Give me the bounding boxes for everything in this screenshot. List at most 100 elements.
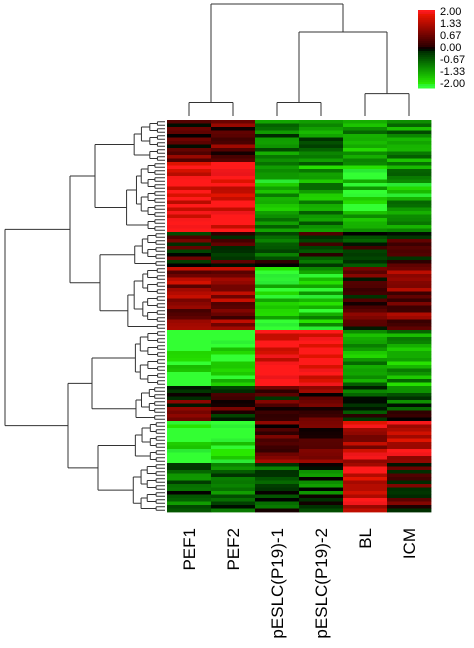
heatmap-cell <box>211 400 256 404</box>
heatmap-cell <box>255 326 300 331</box>
heatmap-cell <box>211 393 256 397</box>
heatmap-cell <box>299 235 344 240</box>
heatmap-cell <box>343 274 388 278</box>
heatmap-cell <box>211 263 256 268</box>
legend-swatch <box>418 47 435 50</box>
heatmap-cell <box>211 256 256 261</box>
heatmap-cell <box>255 330 300 334</box>
legend-swatch <box>418 23 435 27</box>
heatmap-cell <box>299 281 344 285</box>
heatmap-cell <box>255 480 300 485</box>
legend-tick-label: 1.33 <box>440 18 461 30</box>
heatmap-cell <box>343 134 388 138</box>
heatmap-cell <box>299 379 344 383</box>
heatmap-cell <box>343 365 388 369</box>
heatmap-cell <box>387 473 432 478</box>
heatmap-cell <box>343 459 388 464</box>
heatmap-cell <box>211 389 256 394</box>
heatmap-cell <box>255 316 300 320</box>
heatmap-cell <box>167 417 212 422</box>
heatmap-cell <box>167 410 212 415</box>
heatmap-cell <box>255 148 300 152</box>
heatmap-cell <box>167 263 212 268</box>
heatmap-cell <box>299 393 344 397</box>
heatmap-cell <box>343 165 388 170</box>
heatmap-cell <box>211 487 256 492</box>
heatmap-cell <box>343 347 388 352</box>
legend-swatch <box>418 17 435 21</box>
heatmap-cell <box>211 302 256 306</box>
heatmap-cell <box>211 148 256 152</box>
heatmap-cell <box>167 424 212 429</box>
heatmap-cell <box>299 470 344 474</box>
heatmap-cell <box>343 372 388 376</box>
heatmap-cell <box>255 291 300 296</box>
heatmap-cell <box>387 382 432 387</box>
heatmap-cell <box>211 228 256 233</box>
heatmap-cell <box>167 326 212 331</box>
heatmap-cell <box>255 207 300 212</box>
heatmap-cell <box>211 480 256 485</box>
heatmap-cell <box>255 179 300 184</box>
heatmap-cell <box>387 393 432 397</box>
heatmap-cell <box>255 284 300 289</box>
heatmap-cell <box>167 452 212 457</box>
heatmap-cell <box>211 260 256 264</box>
heatmap-cell <box>255 225 300 229</box>
heatmap-cell <box>343 291 388 296</box>
heatmap-cell <box>387 305 432 310</box>
heatmap-cell <box>211 463 256 467</box>
heatmap-cell <box>387 204 432 208</box>
column-label: pESLC(P19)-1 <box>268 528 287 639</box>
legend-swatch <box>418 76 435 79</box>
heatmap-cell <box>387 337 432 341</box>
heatmap-cell <box>343 235 388 240</box>
heatmap-cell <box>387 316 432 320</box>
heatmap-cell <box>299 193 344 198</box>
column-label: PEF2 <box>224 528 243 571</box>
heatmap-cell <box>167 127 212 131</box>
heatmap-cell <box>167 179 212 184</box>
heatmap-cell <box>343 127 388 131</box>
heatmap-cell <box>299 218 344 222</box>
heatmap-cell <box>255 365 300 369</box>
heatmap-cell <box>167 358 212 362</box>
heatmap-cell <box>211 123 256 128</box>
heatmap-cell <box>299 365 344 369</box>
heatmap-cell <box>299 134 344 138</box>
heatmap-cell <box>255 403 300 408</box>
heatmap-cell <box>211 379 256 383</box>
heatmap-cell <box>211 316 256 320</box>
heatmap-cell <box>387 333 432 338</box>
heatmap-cell <box>343 417 388 422</box>
heatmap-cell <box>387 459 432 464</box>
heatmap-cell <box>299 323 344 327</box>
heatmap-cell <box>299 463 344 467</box>
column-label: pESLC(P19)-2 <box>312 528 331 639</box>
heatmap-cell <box>387 130 432 135</box>
heatmap-cell <box>387 211 432 215</box>
heatmap-cell <box>255 249 300 254</box>
heatmap-cell <box>167 176 212 180</box>
heatmap-cell <box>343 179 388 184</box>
heatmap-cell <box>255 361 300 366</box>
heatmap-cell <box>167 151 212 156</box>
heatmap-cell <box>299 344 344 348</box>
heatmap-cell <box>255 410 300 415</box>
heatmap-cell <box>299 263 344 268</box>
heatmap-cell <box>255 459 300 464</box>
heatmap-cell <box>343 193 388 198</box>
heatmap-cell <box>387 179 432 184</box>
heatmap-cell <box>343 214 388 219</box>
heatmap-cell <box>387 501 432 506</box>
heatmap-cell <box>167 190 212 194</box>
heatmap-cell <box>211 435 256 439</box>
heatmap-cell <box>211 190 256 194</box>
heatmap-cell <box>211 162 256 166</box>
heatmap-cell <box>343 253 388 257</box>
heatmap-cell <box>255 463 300 467</box>
heatmap-cell <box>167 274 212 278</box>
heatmap-cell <box>167 375 212 380</box>
heatmap-cell <box>299 123 344 128</box>
heatmap-cell <box>211 470 256 474</box>
